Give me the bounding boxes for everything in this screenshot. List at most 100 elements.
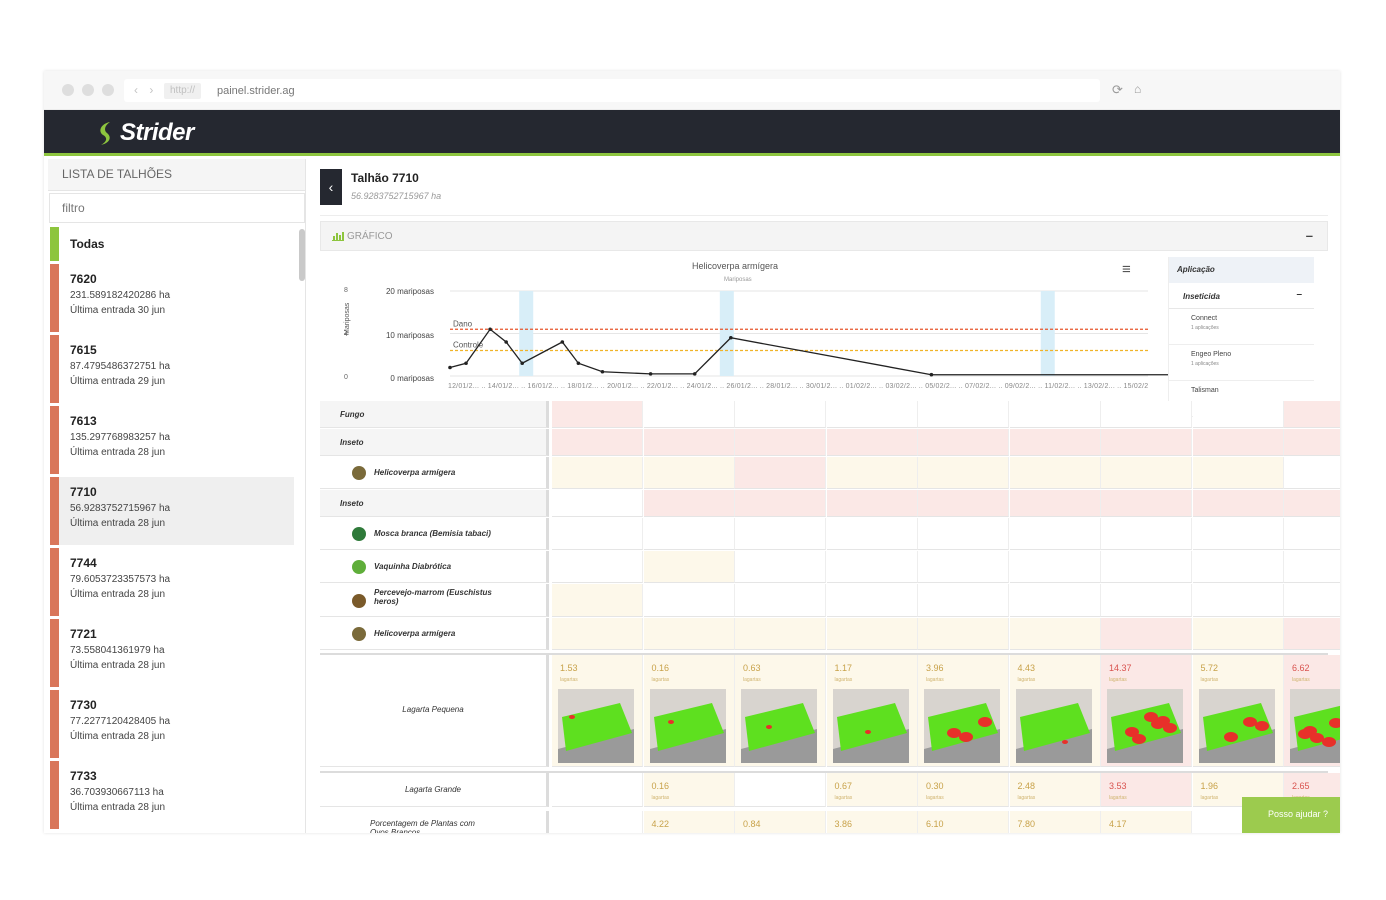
grid-cell[interactable] [1009, 490, 1101, 517]
field-heatmap-thumbnail[interactable] [1015, 689, 1092, 763]
back-button[interactable]: ‹ [320, 169, 342, 205]
grid-cell[interactable] [552, 429, 643, 456]
infestation-cell[interactable]: 0.67 lagartas [826, 773, 918, 807]
grid-cell[interactable] [1284, 551, 1340, 583]
grid-cell[interactable] [1009, 429, 1101, 456]
grid-cell[interactable] [918, 490, 1009, 517]
grid-cell[interactable] [735, 518, 826, 550]
list-item[interactable]: 7733 36.703930667113 ha Última entrada 28 … [50, 761, 294, 829]
grid-cell[interactable] [1101, 401, 1192, 428]
grid-cell[interactable] [1284, 584, 1340, 617]
infestation-cell[interactable] [552, 773, 643, 807]
grid-cell[interactable] [643, 518, 735, 550]
grid-cell[interactable] [735, 618, 826, 650]
grid-cell[interactable] [1009, 457, 1101, 489]
infestation-cell[interactable]: 0.30 lagartas [918, 773, 1009, 807]
eggs-cell[interactable]: 3.86 [826, 811, 918, 833]
grid-cell[interactable] [1192, 518, 1284, 550]
grid-cell[interactable] [918, 429, 1009, 456]
grid-cell[interactable] [1101, 551, 1192, 583]
grid-cell[interactable] [1009, 518, 1101, 550]
grid-cell[interactable] [1009, 584, 1101, 617]
grid-cell[interactable] [826, 618, 918, 650]
field-heatmap-thumbnail[interactable] [832, 689, 909, 763]
chart-panel-header[interactable]: GRÁFICO – [320, 221, 1328, 251]
strider-logo[interactable]: Strider [96, 118, 194, 148]
grid-cell[interactable] [826, 401, 918, 428]
grid-cell[interactable] [643, 551, 735, 583]
list-item[interactable]: 7721 73.558041361979 ha Última entrada 28 … [50, 619, 294, 687]
grid-cell[interactable] [1284, 490, 1340, 517]
grid-cell[interactable] [552, 401, 643, 428]
pest-row[interactable]: Mosca branca (Bemisia tabaci) [320, 518, 1340, 550]
help-button[interactable]: Posso ajudar ? [1242, 797, 1340, 833]
field-heatmap-thumbnail[interactable] [1107, 689, 1183, 763]
grid-cell[interactable] [1009, 401, 1101, 428]
infestation-cell[interactable]: 0.63 lagartas [735, 655, 826, 767]
eggs-cell[interactable]: 0.84 [735, 811, 826, 833]
grid-cell[interactable] [1101, 490, 1192, 517]
grid-cell[interactable] [1192, 457, 1284, 489]
field-heatmap-thumbnail[interactable] [649, 689, 726, 763]
infestation-cell[interactable]: 1.96 lagartas [1192, 773, 1284, 807]
grid-cell[interactable] [735, 584, 826, 617]
list-item[interactable]: 7730 77.2277120428405 ha Última entrada 28… [50, 690, 294, 758]
grid-cell[interactable] [643, 490, 735, 517]
grid-cell[interactable] [1284, 429, 1340, 456]
grid-cell[interactable] [643, 457, 735, 489]
reload-icon[interactable]: ⟳ [1112, 82, 1123, 97]
ovos-row[interactable]: Porcentagem de Plantas com Ovos Brancos 4… [320, 811, 1340, 833]
grid-cell[interactable] [1192, 490, 1284, 517]
grid-cell[interactable] [552, 551, 643, 583]
url-text[interactable]: painel.strider.ag [217, 85, 295, 97]
infestation-cell[interactable]: 4.43 lagartas [1009, 655, 1101, 767]
window-close-dot[interactable] [62, 84, 74, 96]
nav-arrows-icon[interactable]: ‹ › [134, 83, 158, 97]
field-heatmap-thumbnail[interactable] [741, 689, 817, 763]
infestation-cell[interactable] [735, 773, 826, 807]
eggs-cell[interactable] [552, 811, 643, 833]
grid-cell[interactable] [552, 490, 643, 517]
category-row[interactable]: Fungo [320, 401, 1340, 428]
grid-cell[interactable] [1101, 429, 1192, 456]
infestation-cell[interactable]: 3.96 lagartas [918, 655, 1009, 767]
field-heatmap-thumbnail[interactable] [1198, 689, 1275, 763]
grid-cell[interactable] [735, 457, 826, 489]
list-item[interactable]: 7744 79.6053723357573 ha Última entrada 28… [50, 548, 294, 616]
grid-cell[interactable] [918, 584, 1009, 617]
sidebar-scrollbar[interactable] [299, 229, 305, 281]
grid-cell[interactable] [1101, 618, 1192, 650]
grid-cell[interactable] [1101, 584, 1192, 617]
application-item[interactable]: Connect 1 aplicações [1169, 309, 1314, 345]
grid-cell[interactable] [643, 401, 735, 428]
grid-cell[interactable] [1284, 457, 1340, 489]
grid-cell[interactable] [918, 518, 1009, 550]
eggs-cell[interactable]: 7.80 [1009, 811, 1101, 833]
group-toggle[interactable]: – [1296, 289, 1302, 300]
lagarta-pequena-row[interactable]: Lagarta Pequena 1.53 lagartas 0.16 lagartas 0… [320, 653, 1340, 767]
application-item[interactable]: Engeo Pleno 1 aplicações [1169, 345, 1314, 381]
grid-cell[interactable] [826, 551, 918, 583]
grid-cell[interactable] [1192, 401, 1284, 428]
category-row[interactable]: Inseto [320, 429, 1340, 456]
grid-cell[interactable] [552, 457, 643, 489]
list-item-selected[interactable]: 7710 56.9283752715967 ha Última entrada 28… [50, 477, 294, 545]
grid-cell[interactable] [1101, 518, 1192, 550]
window-minimize-dot[interactable] [82, 84, 94, 96]
eggs-cell[interactable]: 4.17 [1101, 811, 1192, 833]
grid-cell[interactable] [1192, 551, 1284, 583]
infestation-cell[interactable]: 0.16 lagartas [643, 655, 735, 767]
field-heatmap-thumbnail[interactable] [924, 689, 1000, 763]
grid-cell[interactable] [1009, 618, 1101, 650]
grid-cell[interactable] [826, 429, 918, 456]
grid-cell[interactable] [1192, 584, 1284, 617]
infestation-cell[interactable]: 6.62 lagartas [1284, 655, 1340, 767]
eggs-cell[interactable]: 4.22 [643, 811, 735, 833]
address-bar[interactable] [124, 79, 1100, 102]
list-item-all[interactable]: Todas [50, 227, 294, 261]
grid-cell[interactable] [735, 429, 826, 456]
grid-cell[interactable] [643, 618, 735, 650]
grid-cell[interactable] [1284, 618, 1340, 650]
grid-cell[interactable] [735, 551, 826, 583]
grid-cell[interactable] [643, 429, 735, 456]
